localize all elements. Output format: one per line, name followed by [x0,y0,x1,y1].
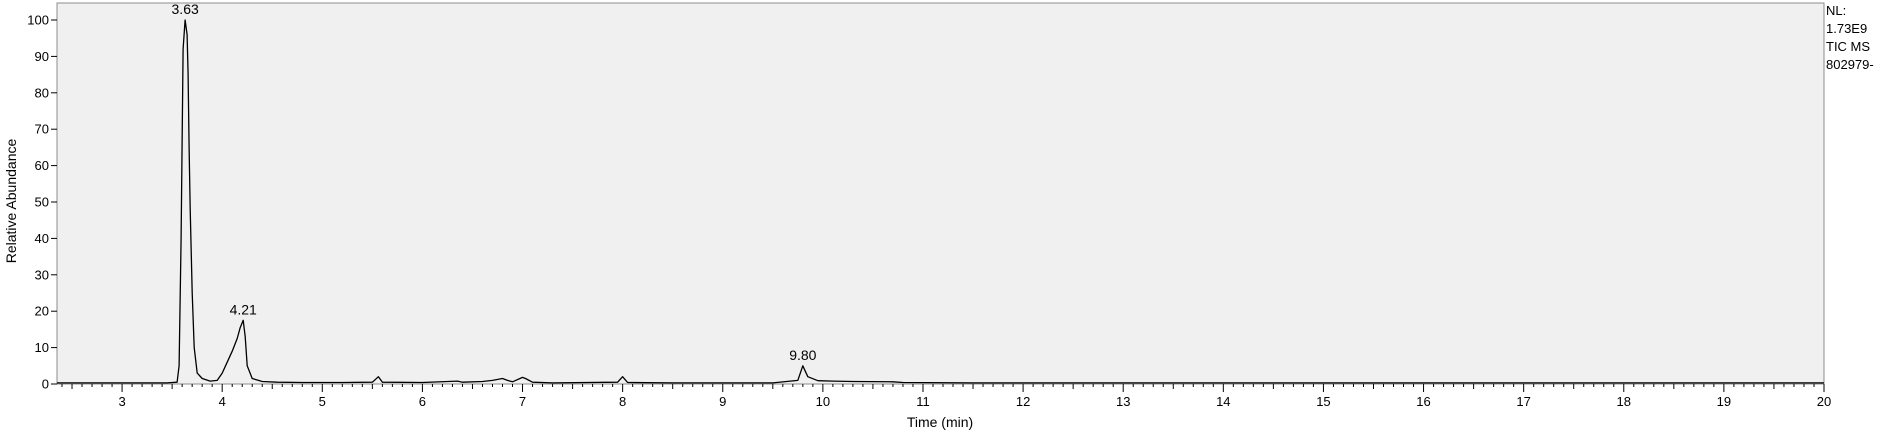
y-tick-label: 60 [35,158,49,173]
y-tick-label: 20 [35,304,49,319]
x-tick-label: 16 [1416,394,1430,409]
peak-label: 4.21 [230,301,257,317]
filter-label: TIC MS [1826,39,1871,54]
y-tick-label: 50 [35,195,49,210]
x-tick-label: 12 [1016,394,1030,409]
x-tick-label: 15 [1316,394,1330,409]
x-tick-label: 8 [619,394,626,409]
x-tick-label: 6 [419,394,426,409]
x-tick-label: 17 [1516,394,1530,409]
y-tick-label: 100 [27,13,49,28]
x-axis-label: Time (min) [907,414,973,430]
x-tick-label: 7 [519,394,526,409]
y-tick-label: 90 [35,49,49,64]
tic-trace-line [57,19,1824,384]
y-tick-label: 0 [42,377,49,392]
y-tick-label: 80 [35,85,49,100]
x-tick-label: 5 [319,394,326,409]
sample-id: 802979- [1826,57,1874,72]
peak-labels: 3.63 4.21 9.80 [172,1,817,363]
y-tick-label: 70 [35,122,49,137]
side-info-panel: NL: 1.73E9 TIC MS 802979- [1826,2,1879,74]
x-tick-label: 13 [1116,394,1130,409]
x-tick-label: 10 [816,394,830,409]
y-axis: 0 10 20 30 40 50 60 70 80 90 100 [27,13,57,392]
nl-label: NL: [1826,3,1847,18]
x-tick-label: 11 [916,394,930,409]
plot-area [56,2,1825,385]
x-tick-label: 4 [219,394,226,409]
x-tick-label: 20 [1817,394,1831,409]
y-tick-label: 40 [35,231,49,246]
x-tick-label: 19 [1717,394,1731,409]
y-tick-label: 10 [35,340,49,355]
y-axis-label: Relative Abundance [3,139,19,264]
peak-label: 9.80 [789,347,816,363]
y-tick-label: 30 [35,267,49,282]
peak-label: 3.63 [172,1,199,17]
x-tick-label: 9 [719,394,726,409]
x-tick-label: 14 [1216,394,1230,409]
x-tick-label: 18 [1617,394,1631,409]
x-tick-label: 3 [118,394,125,409]
x-axis: 3 4 5 6 7 8 9 10 11 12 13 14 15 16 17 18 19 20 [61,384,1831,409]
nl-value: 1.73E9 [1826,21,1868,36]
